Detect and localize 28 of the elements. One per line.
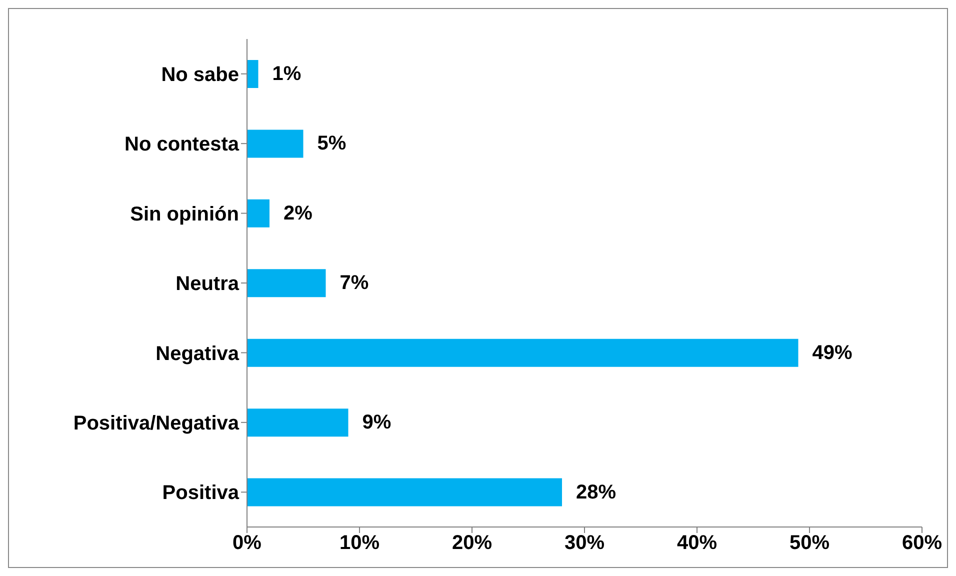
data-label: 2% (284, 202, 313, 224)
data-label: 5% (317, 132, 346, 155)
bar (247, 199, 270, 228)
x-tick-label: 60% (902, 532, 942, 554)
bar (247, 338, 798, 367)
x-tick-label: 0% (232, 532, 262, 554)
data-label: 49% (812, 342, 852, 364)
data-label: 7% (340, 272, 369, 294)
x-tick-label: 20% (452, 532, 492, 554)
data-label: 1% (272, 63, 302, 85)
y-tick-label: Neutra (176, 273, 240, 296)
y-tick-label: Sin opinión (130, 203, 239, 226)
y-tick-label: No contesta (124, 134, 240, 156)
x-tick-label: 40% (676, 532, 718, 554)
bar (247, 408, 348, 437)
x-tick-label: 50% (789, 532, 830, 554)
bar (247, 269, 326, 298)
y-tick-label: No sabe (161, 64, 239, 86)
y-tick-label: Positiva/Negativa (73, 412, 240, 435)
data-label: 9% (362, 412, 392, 434)
bar (247, 60, 258, 88)
data-label: 28% (576, 481, 616, 504)
x-tick-label: 10% (339, 532, 380, 554)
x-tick-label: 30% (564, 532, 605, 554)
y-tick-label: Positiva (162, 482, 240, 504)
y-tick-label: Negativa (156, 342, 240, 365)
bar (247, 478, 562, 506)
bar (247, 130, 304, 158)
